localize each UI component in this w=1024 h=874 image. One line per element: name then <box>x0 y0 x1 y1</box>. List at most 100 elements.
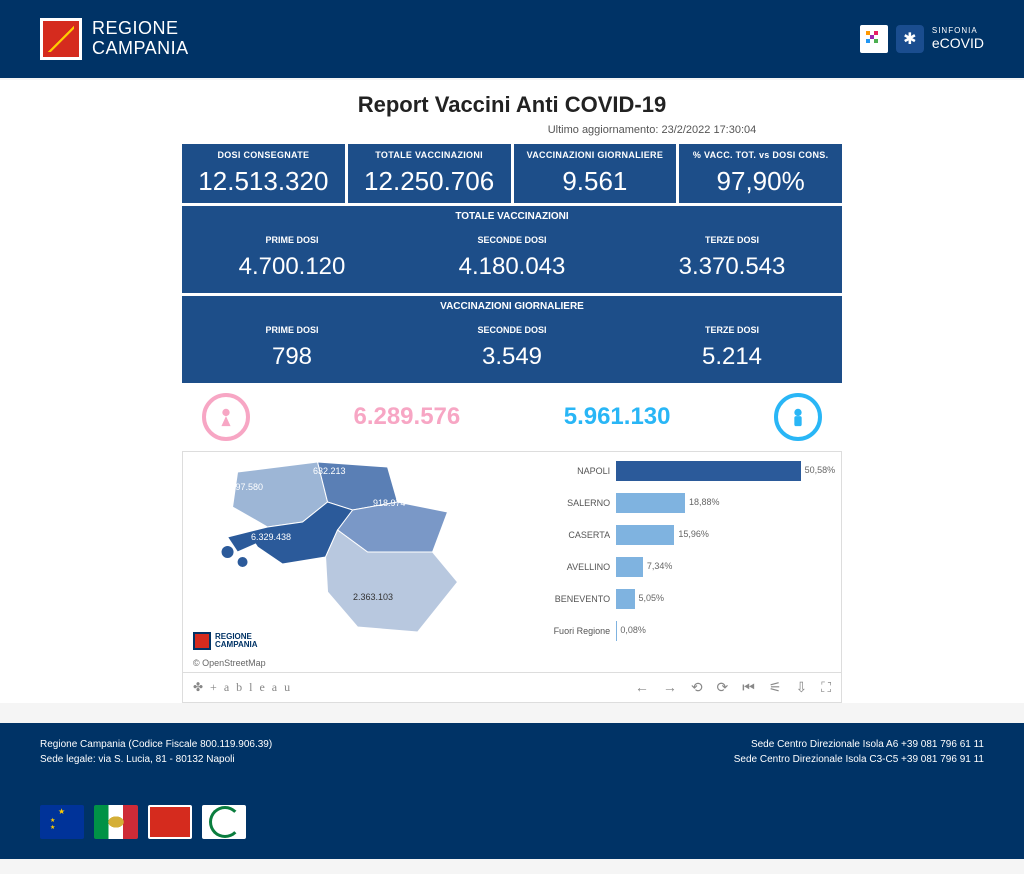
female-icon <box>202 393 250 441</box>
bar-fill <box>616 461 801 481</box>
map-label-benevento: 632.213 <box>313 466 346 476</box>
dose-value: 4.700.120 <box>186 253 398 281</box>
region-flag-icon <box>40 18 82 60</box>
header-right-label1: SINFONIA <box>932 26 984 36</box>
bar-fill <box>616 557 643 577</box>
fesr-logo-icon <box>202 805 246 839</box>
dose-value: 4.180.043 <box>406 253 618 281</box>
daily-row-item-2: TERZE DOSI 5.214 <box>622 317 842 383</box>
top-card-value: 12.250.706 <box>352 166 507 197</box>
covid-icon: ✱ <box>896 25 924 53</box>
footer-left-line2: Sede legale: via S. Lucia, 81 - 80132 Na… <box>40 752 272 767</box>
bar-value: 7,34% <box>647 561 673 571</box>
bar-row-0[interactable]: NAPOLI50,58% <box>544 460 835 482</box>
map-logo-l2: CAMPANIA <box>215 641 258 649</box>
top-card-2: VACCINAZIONI GIORNALIERE 9.561 <box>514 144 677 203</box>
totale-row-item-2: TERZE DOSI 3.370.543 <box>622 227 842 293</box>
daily-row-item-1: SECONDE DOSI 3.549 <box>402 317 622 383</box>
dose-value: 798 <box>186 343 398 371</box>
bar-label: AVELLINO <box>544 562 616 572</box>
footer-left-line1: Regione Campania (Codice Fiscale 800.119… <box>40 737 272 752</box>
map-label-napoli: 6.329.438 <box>251 532 291 542</box>
province-barchart: NAPOLI50,58% SALERNO18,88% CASERTA 15,96% AV… <box>538 452 841 672</box>
bar-row-5[interactable]: Fuori Regione0,08% <box>544 620 835 642</box>
page-header: REGIONE CAMPANIA ✱ SINFONIA eCOVID <box>0 0 1024 78</box>
top-card-label: VACCINAZIONI GIORNALIERE <box>518 150 673 160</box>
top-card-label: TOTALE VACCINAZIONI <box>352 150 507 160</box>
map-label-avellino: 918.974 <box>373 498 406 508</box>
dose-value: 5.214 <box>626 343 838 371</box>
fullscreen-icon[interactable]: ⛶ <box>821 679 831 696</box>
pause-icon[interactable]: ⏮ <box>742 679 755 696</box>
header-right: ✱ SINFONIA eCOVID <box>860 25 984 53</box>
daily-section-header: VACCINAZIONI GIORNALIERE <box>182 296 842 317</box>
report-title: Report Vaccini Anti COVID-19 <box>0 92 1024 118</box>
dose-label: TERZE DOSI <box>626 235 838 245</box>
daily-row: PRIME DOSI798SECONDE DOSI3.549TERZE DOSI… <box>182 317 842 383</box>
footer-logos <box>0 805 1024 859</box>
bar-label: CASERTA <box>544 530 616 540</box>
bar-label: BENEVENTO <box>544 594 616 604</box>
dose-label: PRIME DOSI <box>186 325 398 335</box>
dose-label: SECONDE DOSI <box>406 235 618 245</box>
nav-back-icon[interactable]: ← <box>635 679 649 696</box>
footer-right-line2: Sede Centro Direzionale Isola C3-C5 +39 … <box>734 752 984 767</box>
last-update: Ultimo aggiornamento: 23/2/2022 17:30:04 <box>0 124 1024 136</box>
italy-emblem-icon <box>94 805 138 839</box>
bar-row-4[interactable]: BENEVENTO5,05% <box>544 588 835 610</box>
top-card-value: 9.561 <box>518 166 673 197</box>
dose-value: 3.370.543 <box>626 253 838 281</box>
female-value: 6.289.576 <box>353 403 460 431</box>
dose-label: PRIME DOSI <box>186 235 398 245</box>
nav-forward-icon[interactable]: → <box>663 679 677 696</box>
male-value: 5.961.130 <box>564 403 671 431</box>
region-name-line1: REGIONE <box>92 19 189 39</box>
dose-label: SECONDE DOSI <box>406 325 618 335</box>
map-label-caserta: 1.997.580 <box>223 482 263 492</box>
daily-row-item-0: PRIME DOSI 798 <box>182 317 402 383</box>
top-card-label: DOSI CONSEGNATE <box>186 150 341 160</box>
bar-row-3[interactable]: AVELLINO 7,34% <box>544 556 835 578</box>
dose-value: 3.549 <box>406 343 618 371</box>
totale-row-item-0: PRIME DOSI 4.700.120 <box>182 227 402 293</box>
map-attribution[interactable]: © OpenStreetMap <box>193 658 266 668</box>
bar-fill <box>616 493 685 513</box>
update-prefix: Ultimo aggiornamento: <box>548 124 659 136</box>
map-chart-row: 1.997.580 632.213 918.974 6.329.438 2.36… <box>182 451 842 673</box>
tableau-logo[interactable]: ✤ + a b l e a u <box>193 680 292 695</box>
totale-section-header: TOTALE VACCINAZIONI <box>182 206 842 227</box>
bar-label: NAPOLI <box>544 466 616 476</box>
gender-row: 6.289.576 5.961.130 <box>182 383 842 445</box>
bar-value: 18,88% <box>689 497 720 507</box>
male-icon <box>774 393 822 441</box>
revert-icon[interactable]: ⟲ <box>691 679 703 696</box>
top-card-0: DOSI CONSEGNATE12.513.320 <box>182 144 345 203</box>
tableau-toolbar: ✤ + a b l e a u ← → ⟲ ⟳ ⏮ ⚟ ⇩ ⛶ <box>182 673 842 703</box>
footer-right-line1: Sede Centro Direzionale Isola A6 +39 081… <box>734 737 984 752</box>
update-time: 23/2/2022 17:30:04 <box>661 124 756 136</box>
top-card-1: TOTALE VACCINAZIONI 12.250.706 <box>348 144 511 203</box>
top-card-value: 97,90% <box>683 166 838 197</box>
share-icon[interactable]: ⚟ <box>769 679 782 696</box>
dashboard: DOSI CONSEGNATE12.513.320TOTALE VACCINAZ… <box>182 144 842 703</box>
totale-row-item-1: SECONDE DOSI 4.180.043 <box>402 227 622 293</box>
bar-row-1[interactable]: SALERNO18,88% <box>544 492 835 514</box>
bar-row-2[interactable]: CASERTA 15,96% <box>544 524 835 546</box>
page-footer: Regione Campania (Codice Fiscale 800.119… <box>0 723 1024 859</box>
region-name-line2: CAMPANIA <box>92 39 189 59</box>
totale-row: PRIME DOSI 4.700.120 SECONDE DOSI 4.180.043… <box>182 227 842 293</box>
dose-label: TERZE DOSI <box>626 325 838 335</box>
eu-flag-icon <box>40 805 84 839</box>
campania-flag-icon <box>148 805 192 839</box>
tableau-controls: ← → ⟲ ⟳ ⏮ ⚟ ⇩ ⛶ <box>635 679 831 696</box>
bar-value: 15,96% <box>678 529 709 539</box>
top-cards-row: DOSI CONSEGNATE12.513.320TOTALE VACCINAZ… <box>182 144 842 203</box>
bar-fill <box>616 589 634 609</box>
refresh-icon[interactable]: ⟳ <box>717 679 729 696</box>
map-label-salerno: 2.363.103 <box>353 592 393 602</box>
bar-fill <box>616 525 674 545</box>
region-map[interactable]: 1.997.580 632.213 918.974 6.329.438 2.36… <box>183 452 532 672</box>
bar-value: 0,08% <box>620 625 646 635</box>
download-icon[interactable]: ⇩ <box>795 679 807 696</box>
header-right-label2: eCOVID <box>932 35 984 52</box>
